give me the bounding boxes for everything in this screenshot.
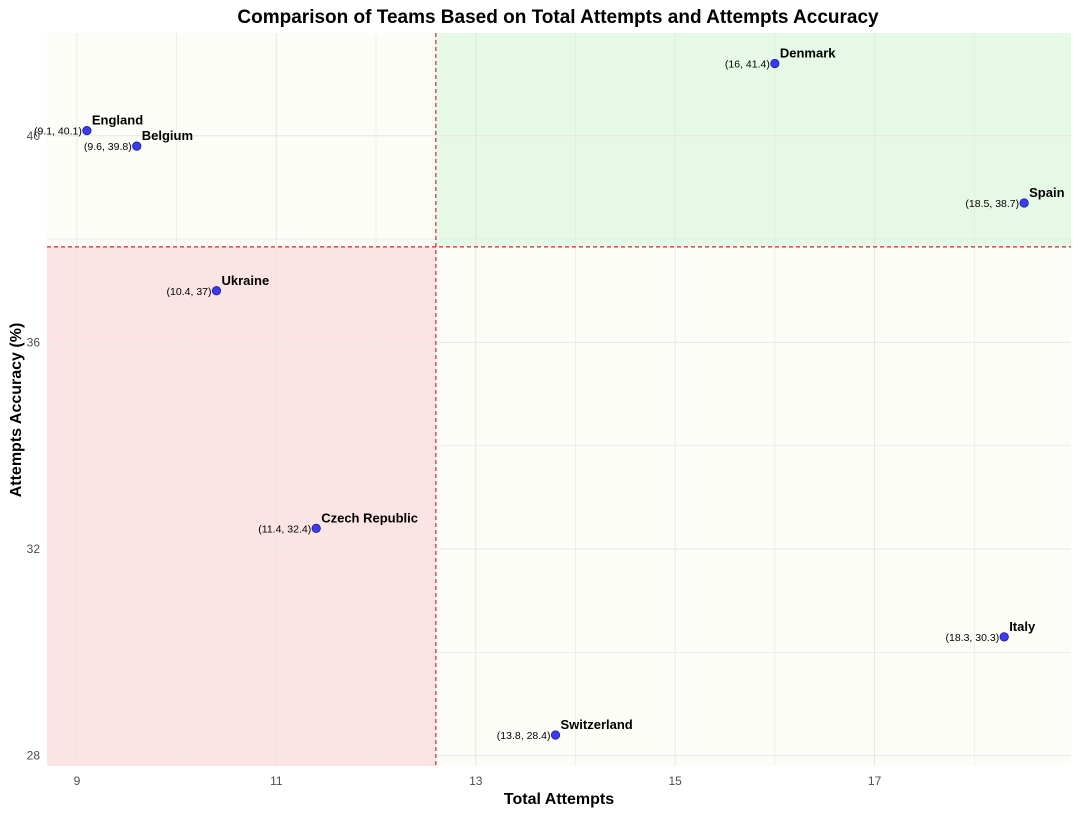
- data-point: [999, 632, 1009, 642]
- y-tick-label: 32: [27, 542, 41, 556]
- team-label: Switzerland: [561, 717, 633, 732]
- coordinate-label: (18.3, 30.3): [945, 632, 999, 644]
- team-label: Denmark: [780, 45, 836, 60]
- x-axis-ticks: 9 11 13 15 17: [74, 774, 882, 788]
- team-label: Ukraine: [222, 273, 270, 288]
- x-axis-title: Total Attempts: [504, 791, 614, 808]
- y-tick-label: 28: [27, 749, 41, 763]
- data-point: [550, 730, 561, 740]
- x-tick-label: 11: [270, 774, 283, 788]
- team-label: Czech Republic: [321, 510, 418, 525]
- quadrant-low-low: [47, 246, 436, 767]
- quadrant-backgrounds: [47, 33, 1072, 767]
- coordinate-label: (16, 41.4): [725, 58, 770, 70]
- data-labels: England (9.1, 40.1) Belgium (9.6, 39.8) Denm…: [34, 45, 1065, 742]
- coordinate-label: (10.4, 37): [167, 286, 212, 298]
- data-point: [311, 523, 321, 533]
- chart-title: Comparison of Teams Based on Total Attem…: [237, 7, 879, 28]
- coordinate-label: (18.5, 38.7): [965, 198, 1019, 210]
- team-label: Spain: [1029, 185, 1064, 200]
- grid-lines: [47, 33, 1071, 766]
- y-axis-ticks: 28 32 36 40: [27, 129, 41, 763]
- coordinate-label: (13.8, 28.4): [497, 730, 551, 742]
- data-point: [1019, 198, 1029, 208]
- y-tick-label: 36: [27, 335, 41, 349]
- x-tick-label: 9: [74, 774, 81, 788]
- x-tick-label: 13: [469, 774, 483, 788]
- coordinate-label: (11.4, 32.4): [258, 523, 311, 535]
- quadrant-high-high: [435, 33, 1072, 247]
- y-tick-label: 40: [27, 129, 41, 143]
- team-label: Belgium: [142, 128, 193, 143]
- coordinate-label: (9.1, 40.1): [34, 126, 82, 138]
- quadrant-split-lines: [47, 33, 1071, 766]
- x-tick-label: 17: [868, 774, 882, 788]
- x-tick-label: 15: [668, 774, 682, 788]
- data-point: [82, 126, 92, 136]
- coordinate-label: (9.6, 39.8): [84, 141, 132, 153]
- data-points: [82, 58, 1029, 740]
- team-label: Italy: [1009, 619, 1036, 634]
- y-axis-title: Attempts Accuracy (%): [8, 323, 25, 498]
- data-point: [770, 58, 780, 69]
- data-point: [132, 141, 142, 151]
- team-label: England: [92, 113, 143, 128]
- data-point: [211, 286, 222, 296]
